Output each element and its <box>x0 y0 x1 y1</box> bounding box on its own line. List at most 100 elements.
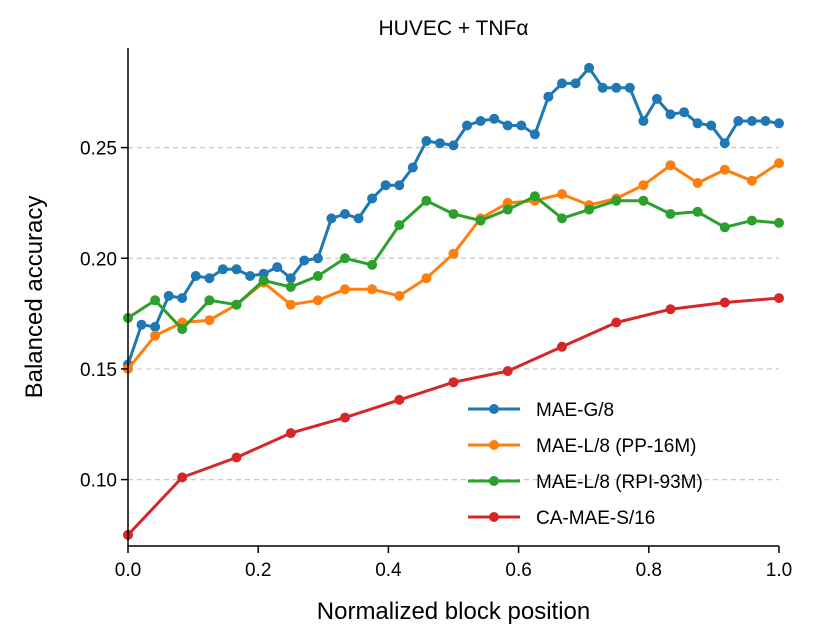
data-point <box>448 209 459 219</box>
legend: MAE-G/8 MAE-L/8 (PP-16M) MAE-L/8 (RPI-93M)… <box>468 400 703 529</box>
data-point <box>692 178 703 188</box>
x-tick-label: 0.8 <box>636 560 662 581</box>
data-point <box>448 248 459 259</box>
data-point <box>285 273 296 284</box>
data-point <box>638 195 649 206</box>
data-point <box>231 299 242 310</box>
data-point <box>597 82 608 93</box>
data-point <box>719 164 730 175</box>
data-point <box>285 428 296 439</box>
data-point <box>665 160 676 171</box>
legend-item: MAE-L/8 (RPI-93M) <box>468 472 703 493</box>
data-point <box>774 293 784 304</box>
data-point <box>340 284 350 295</box>
data-point <box>665 109 676 120</box>
data-point <box>272 262 283 273</box>
data-point <box>557 213 567 224</box>
data-point <box>421 273 432 284</box>
data-point <box>204 273 215 284</box>
data-point <box>258 275 269 286</box>
data-point <box>611 195 622 206</box>
x-tick-label: 0.4 <box>375 560 402 581</box>
data-point <box>245 271 256 281</box>
data-point <box>611 82 622 93</box>
axes <box>127 48 779 547</box>
data-point <box>746 116 757 126</box>
data-point <box>624 82 635 93</box>
data-point <box>516 120 527 131</box>
data-point <box>665 304 676 315</box>
data-point <box>489 113 500 124</box>
data-point <box>462 120 472 131</box>
x-axis-title: Normalized block position <box>317 598 590 625</box>
data-point <box>475 116 486 126</box>
y-tick-label: 0.20 <box>80 249 117 270</box>
legend-item: MAE-L/8 (PP-16M) <box>468 436 696 457</box>
data-point <box>733 116 744 126</box>
legend-label: MAE-L/8 (RPI-93M) <box>536 472 703 493</box>
grid-lines <box>128 147 779 481</box>
data-point <box>231 264 242 275</box>
data-point <box>584 62 595 73</box>
data-point <box>177 293 188 304</box>
data-point <box>340 253 350 264</box>
chart-title: HUVEC + TNFα <box>378 17 528 40</box>
series-line <box>126 296 780 536</box>
data-point <box>611 317 622 328</box>
data-point <box>502 120 513 131</box>
data-point <box>638 116 649 126</box>
data-point <box>326 213 337 224</box>
x-tick-label: 1.0 <box>766 560 792 581</box>
data-point <box>204 295 215 306</box>
legend-item: CA-MAE-S/16 <box>468 508 655 529</box>
data-point <box>502 366 513 377</box>
y-axis-title: Balanced accuracy <box>21 196 48 399</box>
data-point <box>665 209 676 219</box>
data-point <box>557 78 567 89</box>
legend-label: MAE-L/8 (PP-16M) <box>536 436 696 457</box>
data-point <box>557 341 567 352</box>
data-point <box>692 206 703 217</box>
data-point <box>177 472 188 483</box>
series-3 <box>123 293 784 540</box>
data-point <box>380 180 391 191</box>
data-point <box>692 118 703 129</box>
x-tick-label: 0.0 <box>115 560 141 581</box>
data-point <box>719 222 730 233</box>
data-point <box>774 118 784 129</box>
series-layer <box>123 62 784 540</box>
data-point <box>367 259 378 270</box>
legend-marker <box>489 404 499 414</box>
data-point <box>394 394 405 405</box>
data-point <box>529 191 540 202</box>
data-point <box>150 321 161 332</box>
tick-marks: 0.10 0.15 0.20 0.25 0.0 0.2 0.4 0.6 0.8 1.0 <box>80 139 792 581</box>
data-point <box>679 107 690 118</box>
data-point <box>651 93 662 104</box>
legend-marker <box>489 440 499 450</box>
x-tick-label: 0.2 <box>245 560 271 581</box>
data-point <box>136 319 147 330</box>
data-point <box>312 253 323 264</box>
y-tick-label: 0.15 <box>80 360 117 381</box>
legend-label: MAE-G/8 <box>536 400 614 421</box>
data-point <box>367 284 378 295</box>
legend-marker <box>489 512 499 522</box>
x-tick-label: 0.6 <box>505 560 531 581</box>
series-2 <box>123 191 784 335</box>
legend-label: CA-MAE-S/16 <box>536 508 655 529</box>
data-point <box>746 175 757 186</box>
data-point <box>340 412 350 423</box>
data-point <box>475 215 486 226</box>
data-point <box>217 264 228 275</box>
data-point <box>367 193 378 204</box>
legend-item: MAE-G/8 <box>468 400 614 421</box>
data-point <box>638 180 649 191</box>
data-point <box>557 189 567 200</box>
data-point <box>421 195 432 206</box>
data-point <box>570 78 581 89</box>
data-point <box>448 140 459 151</box>
data-point <box>746 215 757 226</box>
data-point <box>706 120 717 131</box>
